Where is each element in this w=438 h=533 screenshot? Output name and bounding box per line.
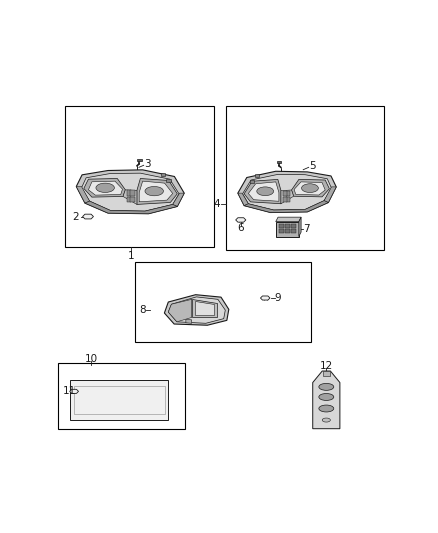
Polygon shape xyxy=(276,222,299,237)
Polygon shape xyxy=(313,371,340,429)
Polygon shape xyxy=(285,229,290,233)
Ellipse shape xyxy=(145,187,163,196)
Text: 6: 6 xyxy=(237,223,244,233)
Polygon shape xyxy=(291,229,296,233)
Text: 9: 9 xyxy=(275,293,282,303)
Ellipse shape xyxy=(319,393,334,400)
Polygon shape xyxy=(244,200,328,213)
Polygon shape xyxy=(70,389,78,393)
Polygon shape xyxy=(248,182,279,201)
Text: 12: 12 xyxy=(320,360,333,370)
Polygon shape xyxy=(294,182,325,195)
Polygon shape xyxy=(243,174,332,210)
Polygon shape xyxy=(88,181,123,195)
Bar xyxy=(58,362,185,429)
Polygon shape xyxy=(299,217,301,237)
Ellipse shape xyxy=(301,184,318,192)
Ellipse shape xyxy=(319,405,334,412)
Polygon shape xyxy=(283,191,287,196)
Polygon shape xyxy=(137,179,177,205)
Polygon shape xyxy=(244,180,281,204)
Polygon shape xyxy=(85,201,177,214)
Polygon shape xyxy=(130,190,134,196)
Polygon shape xyxy=(84,179,125,197)
Polygon shape xyxy=(127,190,131,196)
Bar xyxy=(134,262,311,342)
Polygon shape xyxy=(277,160,281,163)
Polygon shape xyxy=(250,180,254,183)
Text: 11: 11 xyxy=(62,386,76,397)
Polygon shape xyxy=(236,218,246,222)
Polygon shape xyxy=(139,181,173,202)
Polygon shape xyxy=(164,295,229,325)
Polygon shape xyxy=(186,319,192,324)
Text: 2: 2 xyxy=(72,212,79,222)
Polygon shape xyxy=(166,179,171,182)
Ellipse shape xyxy=(319,383,334,390)
Text: 4: 4 xyxy=(214,199,220,208)
Text: 7: 7 xyxy=(303,224,310,234)
Polygon shape xyxy=(195,301,214,316)
Polygon shape xyxy=(291,224,296,228)
Polygon shape xyxy=(286,197,290,202)
Text: 3: 3 xyxy=(144,159,150,169)
Ellipse shape xyxy=(96,183,114,192)
Polygon shape xyxy=(283,197,287,202)
Ellipse shape xyxy=(257,187,274,196)
Polygon shape xyxy=(130,197,134,203)
Polygon shape xyxy=(279,224,284,228)
Text: 10: 10 xyxy=(85,354,98,364)
Polygon shape xyxy=(255,174,259,177)
Polygon shape xyxy=(286,191,290,196)
Polygon shape xyxy=(168,300,192,322)
Polygon shape xyxy=(279,229,284,233)
Polygon shape xyxy=(127,197,131,203)
Polygon shape xyxy=(238,171,336,213)
Ellipse shape xyxy=(322,418,330,422)
Polygon shape xyxy=(324,187,336,203)
Polygon shape xyxy=(238,193,248,206)
Polygon shape xyxy=(81,173,179,211)
Polygon shape xyxy=(173,193,184,206)
Polygon shape xyxy=(276,217,301,222)
Text: 5: 5 xyxy=(309,161,315,171)
Bar xyxy=(226,106,384,251)
Bar xyxy=(65,106,214,247)
Polygon shape xyxy=(323,371,330,376)
Polygon shape xyxy=(76,187,90,203)
Polygon shape xyxy=(168,297,225,324)
Polygon shape xyxy=(192,300,217,318)
Polygon shape xyxy=(281,190,293,204)
Polygon shape xyxy=(123,190,137,205)
Polygon shape xyxy=(70,380,169,419)
Polygon shape xyxy=(76,170,184,214)
Polygon shape xyxy=(261,296,270,300)
Polygon shape xyxy=(161,173,165,176)
Text: 8: 8 xyxy=(139,305,146,315)
Text: 1: 1 xyxy=(128,251,134,261)
Polygon shape xyxy=(285,224,290,228)
Polygon shape xyxy=(292,180,329,197)
Polygon shape xyxy=(83,214,93,219)
Polygon shape xyxy=(137,158,141,161)
